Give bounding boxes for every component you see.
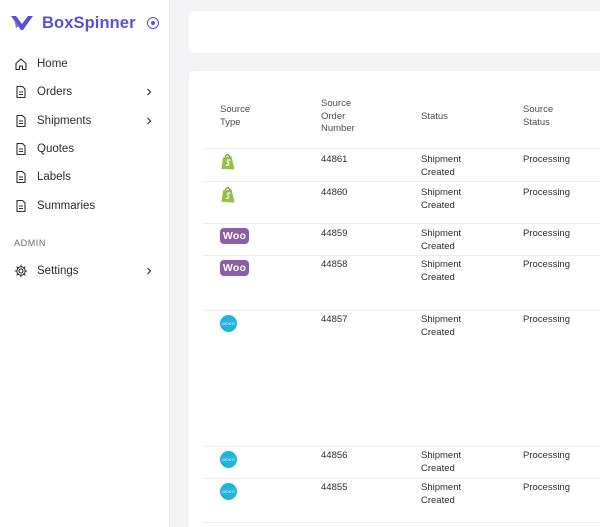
source-status-cell: Processing bbox=[523, 259, 570, 270]
status-cell: Shipment Created bbox=[421, 314, 462, 338]
table-row[interactable]: Woo 44858 Shipment Created Processing bbox=[203, 255, 600, 310]
sidebar-item-home[interactable]: Home bbox=[0, 50, 170, 78]
sidebar-item-settings[interactable]: Settings bbox=[0, 257, 170, 285]
wix-icon: MOVO bbox=[220, 451, 237, 468]
orders-table: Source Type Source Order Number Status S… bbox=[189, 71, 600, 527]
chevron-right-icon bbox=[147, 117, 152, 125]
sidebar-item-label: Orders bbox=[37, 86, 73, 99]
source-status-cell: Processing bbox=[523, 482, 570, 493]
document-icon bbox=[14, 170, 28, 184]
wix-icon: MOVO bbox=[220, 315, 237, 332]
sidebar: BoxSpinner Home Orders Shipments bbox=[0, 0, 170, 527]
sidebar-settings-group: Settings bbox=[0, 257, 170, 285]
header-card bbox=[189, 11, 600, 53]
status-cell: Shipment Created bbox=[421, 154, 462, 178]
source-status-cell: Processing bbox=[523, 187, 570, 198]
order-number-cell[interactable]: 44857 bbox=[321, 314, 348, 325]
admin-section-label: ADMIN bbox=[14, 238, 46, 248]
order-number-cell[interactable]: 44855 bbox=[321, 482, 348, 493]
sidebar-collapse-icon[interactable] bbox=[146, 17, 159, 29]
status-cell: Shipment Created bbox=[421, 259, 462, 283]
table-row[interactable]: 44860 Shipment Created Processing bbox=[203, 181, 600, 223]
source-status-cell: Processing bbox=[523, 228, 570, 239]
order-number-cell[interactable]: 44856 bbox=[321, 450, 348, 461]
status-cell: Shipment Created bbox=[421, 187, 462, 211]
status-cell: Shipment Created bbox=[421, 450, 462, 474]
sidebar-item-label: Labels bbox=[37, 171, 71, 184]
sidebar-item-label: Shipments bbox=[37, 114, 92, 127]
boxspinner-logo-icon bbox=[11, 16, 33, 30]
chevron-right-icon bbox=[147, 267, 152, 275]
sidebar-item-label: Settings bbox=[37, 265, 79, 278]
table-header: Source Type Source Order Number Status S… bbox=[189, 71, 600, 148]
order-number-cell[interactable]: 44861 bbox=[321, 154, 348, 165]
woocommerce-icon: Woo bbox=[220, 260, 249, 276]
wix-icon: MOVO bbox=[220, 483, 237, 500]
order-number-cell[interactable]: 44860 bbox=[321, 187, 348, 198]
woocommerce-icon: Woo bbox=[220, 228, 249, 244]
sidebar-item-summaries[interactable]: Summaries bbox=[0, 191, 170, 219]
order-number-cell[interactable]: 44859 bbox=[321, 228, 348, 239]
sidebar-item-quotes[interactable]: Quotes bbox=[0, 135, 170, 163]
shopify-icon bbox=[220, 186, 236, 204]
home-icon bbox=[14, 57, 28, 71]
document-icon bbox=[14, 114, 28, 128]
source-status-cell: Processing bbox=[523, 314, 570, 325]
column-header-status[interactable]: Status bbox=[421, 111, 448, 122]
gear-icon bbox=[14, 264, 28, 278]
table-row[interactable]: Woo 44859 Shipment Created Processing bbox=[203, 223, 600, 255]
source-status-cell: Processing bbox=[523, 450, 570, 461]
document-icon bbox=[14, 142, 28, 156]
document-icon bbox=[14, 85, 28, 99]
sidebar-item-label: Summaries bbox=[37, 199, 96, 212]
sidebar-nav: Home Orders Shipments Quotes L bbox=[0, 50, 170, 220]
chevron-right-icon bbox=[147, 89, 152, 96]
table-row[interactable]: MOVO 44856 Shipment Created Processing bbox=[203, 446, 600, 478]
status-cell: Shipment Created bbox=[421, 482, 462, 506]
sidebar-item-label: Quotes bbox=[37, 143, 75, 156]
sidebar-item-shipments[interactable]: Shipments bbox=[0, 107, 170, 135]
status-cell: Shipment Created bbox=[421, 228, 462, 252]
column-header-source-status[interactable]: Source Status bbox=[523, 104, 554, 128]
sidebar-item-label: Home bbox=[37, 58, 68, 71]
table-row[interactable]: MOVO 44855 Shipment Created Processing bbox=[203, 478, 600, 523]
sidebar-item-orders[interactable]: Orders bbox=[0, 78, 170, 106]
table-row[interactable]: 44861 Shipment Created Processing bbox=[203, 148, 600, 181]
sidebar-item-labels[interactable]: Labels bbox=[0, 163, 170, 191]
shopify-icon bbox=[220, 153, 236, 171]
table-row[interactable]: MOVO 44857 Shipment Created Processing bbox=[203, 310, 600, 446]
column-header-source-type[interactable]: Source Type bbox=[220, 104, 251, 128]
brand-name: BoxSpinner bbox=[42, 13, 136, 32]
brand[interactable]: BoxSpinner bbox=[10, 11, 159, 35]
source-status-cell: Processing bbox=[523, 154, 570, 165]
order-number-cell[interactable]: 44858 bbox=[321, 259, 348, 270]
document-icon bbox=[14, 199, 28, 213]
column-header-order-number[interactable]: Source Order Number bbox=[321, 98, 355, 134]
